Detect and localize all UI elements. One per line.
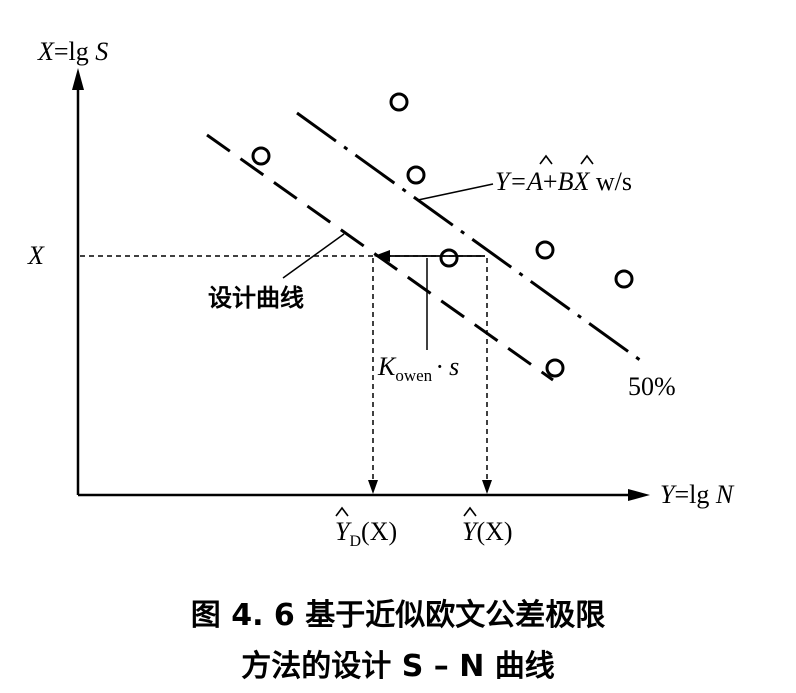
data-point (406, 165, 426, 185)
x-axis-label: Y=lg N (660, 480, 735, 509)
data-point (251, 146, 271, 166)
yd-tick-label: YD(X) (335, 517, 397, 550)
equation-leader (417, 183, 494, 201)
x-level-marker: X (27, 241, 45, 270)
hat-yd (335, 506, 349, 517)
y-axis-label: X=lg S (37, 37, 108, 66)
design-curve-leader (282, 233, 345, 279)
design-curve-label: 设计曲线 (208, 284, 304, 312)
percent-label: 50% (628, 372, 676, 401)
hat-B (580, 154, 594, 165)
hat-yhat (463, 506, 477, 517)
mean-line-equation: Y=A+BX w/s (495, 167, 632, 196)
data-point (614, 269, 634, 289)
data-point (389, 92, 409, 112)
yd-drop-arrowhead (368, 480, 378, 494)
kowen-label: Kowen · s (377, 352, 459, 385)
caption-line-2: 方法的设计 S – N 曲线 (241, 649, 555, 684)
data-point (439, 248, 459, 268)
caption-line-1: 图 4. 6 基于近似欧文公差极限 (191, 598, 605, 633)
yhat-tick-label: Y(X) (462, 517, 513, 546)
kowen-shift-arrowhead (374, 250, 390, 262)
hat-A (539, 154, 553, 165)
data-point (545, 358, 565, 378)
yhat-drop-arrowhead (482, 480, 492, 494)
design-curve-line (206, 133, 554, 382)
x-axis-arrowhead (628, 489, 650, 501)
y-axis-arrowhead (72, 68, 84, 90)
data-point (535, 240, 555, 260)
